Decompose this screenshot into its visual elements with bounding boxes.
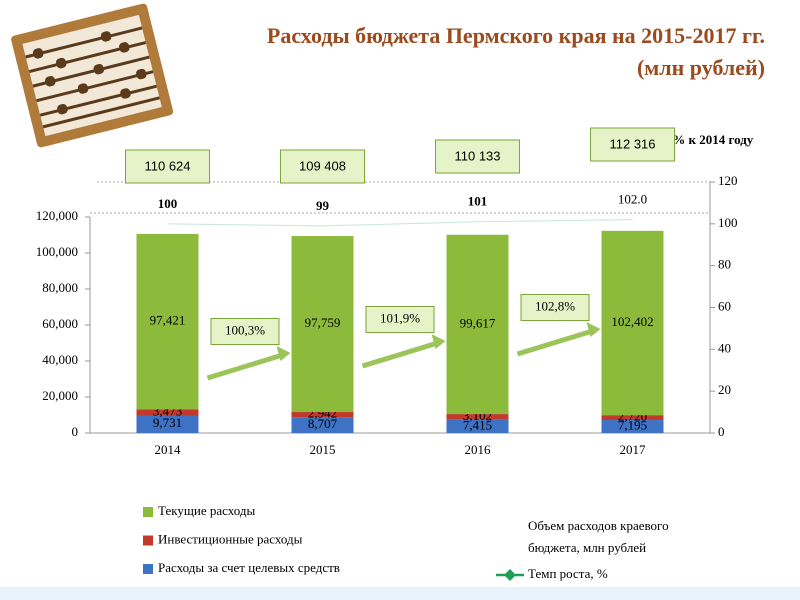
chart-title: Расходы бюджета Пермского края на 2015-2… xyxy=(267,23,765,48)
total-box xyxy=(280,149,365,184)
y2-tick-label: 60 xyxy=(718,298,731,313)
bar-segment xyxy=(291,412,354,418)
y-tick-label: 80,000 xyxy=(42,280,78,295)
growth-annotation: 101,9% xyxy=(380,310,420,325)
total-label: 109 408 xyxy=(299,158,346,173)
bar-segment xyxy=(446,419,509,433)
x-tick-label: 2015 xyxy=(310,442,336,457)
y2-tick-label: 40 xyxy=(718,340,731,355)
y2-tick-label: 0 xyxy=(718,424,725,439)
y2-axis-label: в % к 2014 году xyxy=(662,132,754,147)
total-label: 110 624 xyxy=(144,158,190,173)
x-tick-label: 2016 xyxy=(465,442,492,457)
bar-segment xyxy=(291,236,354,413)
y2-tick-label: 120 xyxy=(718,173,738,188)
bar-segment xyxy=(136,415,199,433)
total-box xyxy=(125,149,210,184)
legend-label: Инвестиционные расходы xyxy=(158,531,303,546)
x-tick-label: 2017 xyxy=(620,442,647,457)
y2-tick-label: 80 xyxy=(718,257,731,272)
legend-swatch xyxy=(143,535,153,546)
growth-label: 102.0 xyxy=(618,192,647,207)
legend-label: Темп роста, % xyxy=(528,566,608,581)
annotation-box xyxy=(210,318,280,345)
footer-band xyxy=(0,587,800,600)
bar-segment xyxy=(446,414,509,420)
growth-annotation: 102,8% xyxy=(535,298,575,313)
bar-segment xyxy=(136,409,199,416)
y-tick-label: 100,000 xyxy=(36,244,78,259)
legend-swatch xyxy=(143,564,153,574)
bar-value-label: 8,707 xyxy=(308,416,338,431)
bar-value-label: 97,759 xyxy=(305,315,341,330)
y2-tick-label: 100 xyxy=(718,215,738,230)
legend-marker xyxy=(504,569,516,581)
growth-line xyxy=(167,219,633,227)
growth-label: 99 xyxy=(316,198,330,213)
y-tick-label: 60,000 xyxy=(42,316,78,331)
total-label: 112 316 xyxy=(609,136,655,151)
bar-segment xyxy=(136,233,199,410)
legend-label: Расходы за счет целевых средств xyxy=(158,560,340,575)
growth-arrow xyxy=(361,340,439,369)
bar-segment xyxy=(601,420,664,433)
totals-legend: Объем расходов краевого бюджета, млн рубл… xyxy=(528,518,669,555)
growth-arrow xyxy=(516,328,594,357)
bar-value-label: 102,402 xyxy=(611,314,653,329)
abacus-icon xyxy=(11,3,174,148)
bar-segment xyxy=(601,415,664,421)
growth-arrowhead xyxy=(586,322,601,337)
bar-segment xyxy=(446,234,509,415)
y2-tick-label: 20 xyxy=(718,382,731,397)
growth-arrow xyxy=(206,352,284,381)
annotation-box xyxy=(365,306,435,333)
total-box xyxy=(435,139,520,174)
y-tick-label: 20,000 xyxy=(42,388,78,403)
bar-value-label: 9,731 xyxy=(153,415,182,430)
annotation-box xyxy=(520,294,590,321)
chart-subtitle: (млн рублей) xyxy=(637,55,765,80)
bar-value-label: 7,195 xyxy=(618,418,647,433)
growth-arrowhead xyxy=(431,334,446,349)
legend-swatch xyxy=(143,507,153,517)
bar-value-label: 7,415 xyxy=(463,417,492,432)
growth-annotation: 100,3% xyxy=(225,322,265,337)
bar-segment xyxy=(601,230,664,416)
bar-value-label: 97,421 xyxy=(150,313,186,328)
legend-label: Текущие расходы xyxy=(158,503,255,518)
y-tick-label: 0 xyxy=(72,424,79,439)
y-tick-label: 40,000 xyxy=(42,352,78,367)
growth-label: 100 xyxy=(158,196,178,211)
x-tick-label: 2014 xyxy=(155,442,182,457)
growth-label: 101 xyxy=(468,194,488,209)
bar-value-label: 99,617 xyxy=(460,315,496,330)
bar-segment xyxy=(291,417,354,433)
total-box xyxy=(590,127,675,162)
total-label: 110 133 xyxy=(454,148,500,163)
growth-arrowhead xyxy=(276,346,291,361)
y-tick-label: 120,000 xyxy=(36,208,78,223)
